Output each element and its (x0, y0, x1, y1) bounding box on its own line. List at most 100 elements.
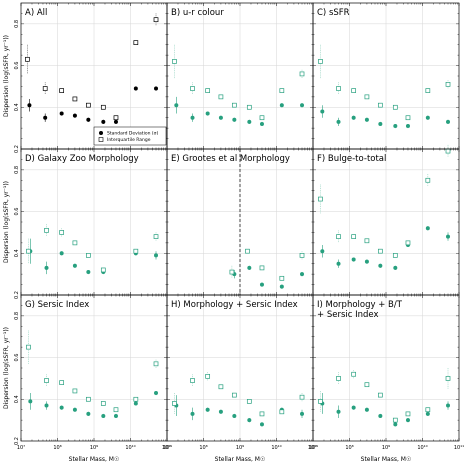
data-point-std (133, 401, 138, 406)
data-point-std (218, 409, 223, 414)
legend: Standard Deviation (σ) Interquartile Ran… (93, 126, 167, 146)
data-point-std (425, 411, 430, 416)
data-point-iqr (42, 86, 48, 91)
data-point-iqr (279, 275, 285, 281)
y-tick-label: 0.6 (14, 208, 20, 216)
data-point-std (101, 119, 106, 124)
data-point-iqr (113, 115, 119, 121)
data-point-iqr (299, 394, 305, 400)
data-point-std (154, 391, 159, 396)
data-point-std (393, 422, 398, 427)
data-point-iqr (72, 240, 78, 246)
data-point-std (378, 121, 383, 126)
data-point-std (232, 117, 237, 122)
data-point-std (378, 413, 383, 418)
panel-grid: A) All 0.2 0.4 0.6 0.8 B) u-r colour C) sSFR D)… (14, 2, 464, 451)
y-tick-label: 0.2 (14, 291, 20, 299)
y-axis-title: Dispersion (log(sSFR, yr⁻¹)) (3, 327, 10, 409)
data-point-std (113, 413, 118, 418)
panel-title: H) Morphology + Sersic Index (171, 300, 298, 310)
data-point-iqr (259, 115, 265, 121)
data-point-iqr (85, 102, 91, 108)
data-point-iqr (85, 396, 91, 402)
data-point-std (364, 117, 369, 122)
data-point-std (44, 403, 49, 408)
data-point-iqr (445, 81, 451, 87)
data-point-std (59, 251, 64, 256)
panel-g: G) Sersic Index 0.2 0.4 0.6 0.8 10⁷ 10⁸ 10⁹ 10¹⁰… (14, 294, 172, 451)
data-point-iqr (259, 265, 265, 271)
data-point-std (279, 284, 284, 289)
x-tick-label: 10⁹ (382, 445, 390, 451)
data-point-iqr (318, 399, 323, 404)
data-point-std (351, 115, 356, 120)
x-axis-title: Stellar Mass, M☉ (361, 456, 412, 463)
data-point-iqr (364, 94, 370, 100)
data-point-iqr (190, 86, 195, 91)
data-point-std (336, 409, 341, 414)
x-axis-title: Stellar Mass, M☉ (215, 456, 266, 463)
legend-marker-std (99, 131, 103, 135)
axis-labels: Dispersion (log(sSFR, yr⁻¹)) Dispersion (… (3, 35, 411, 463)
data-point-iqr (425, 177, 431, 183)
data-point-iqr (133, 396, 139, 402)
data-point-std (364, 407, 369, 412)
x-tick-label: 10¹¹ (308, 445, 318, 451)
x-tick-label: 10¹¹ (454, 445, 464, 451)
data-point-std (218, 115, 223, 120)
data-point-iqr (26, 344, 31, 350)
y-tick-label: 0.8 (14, 20, 20, 28)
data-point-iqr (364, 382, 370, 388)
x-tick-label: 10⁸ (199, 445, 207, 451)
data-point-std (378, 263, 383, 268)
data-point-std (279, 103, 284, 108)
legend-label-iqr: Interquartile Range (107, 137, 151, 143)
data-point-iqr (172, 401, 177, 406)
data-point-std (336, 261, 341, 266)
data-point-iqr (59, 380, 65, 385)
data-point-iqr (245, 248, 250, 254)
data-point-std (425, 115, 430, 120)
data-point-std (300, 103, 305, 108)
data-point-iqr (153, 234, 159, 239)
data-point-iqr (351, 371, 357, 377)
data-point-std (393, 124, 398, 129)
data-point-iqr (259, 411, 265, 417)
data-point-iqr (153, 361, 159, 367)
data-point-std (300, 411, 305, 416)
data-point-iqr (377, 102, 383, 108)
data-point-iqr (100, 267, 106, 273)
data-point-iqr (445, 376, 451, 381)
x-tick-label: 10¹⁰ (125, 445, 135, 451)
data-point-std (154, 86, 159, 91)
data-point-iqr (392, 104, 398, 110)
data-point-std (405, 418, 410, 423)
panel-title: F) Bulge-to-total (317, 154, 386, 164)
panel-title: B) u-r colour (171, 8, 224, 18)
data-point-iqr (231, 392, 237, 398)
data-point-iqr (218, 384, 224, 390)
y-axis-title: Dispersion (log(sSFR, yr⁻¹)) (3, 181, 10, 263)
x-axis-title: Stellar Mass, M☉ (69, 456, 120, 463)
data-point-std (232, 413, 237, 418)
data-point-std (446, 234, 451, 239)
data-point-iqr (392, 253, 398, 258)
data-point-std (59, 111, 64, 116)
y-tick-label: 0.2 (14, 145, 20, 153)
data-point-std (133, 86, 138, 91)
x-tick-label: 10¹¹ (162, 445, 172, 451)
data-point-std (72, 113, 77, 118)
data-point-iqr (364, 238, 370, 244)
data-point-iqr (246, 104, 252, 110)
data-point-std (72, 407, 77, 412)
data-point-std (190, 115, 195, 120)
panel-title: G) Sersic Index (25, 300, 89, 310)
data-point-iqr (153, 17, 159, 23)
y-tick-label: 0.2 (14, 437, 20, 445)
data-point-iqr (279, 409, 285, 415)
data-point-std (393, 265, 398, 270)
panel-c: C) sSFR (312, 2, 460, 150)
data-point-iqr (44, 227, 49, 233)
data-point-iqr (351, 234, 357, 239)
